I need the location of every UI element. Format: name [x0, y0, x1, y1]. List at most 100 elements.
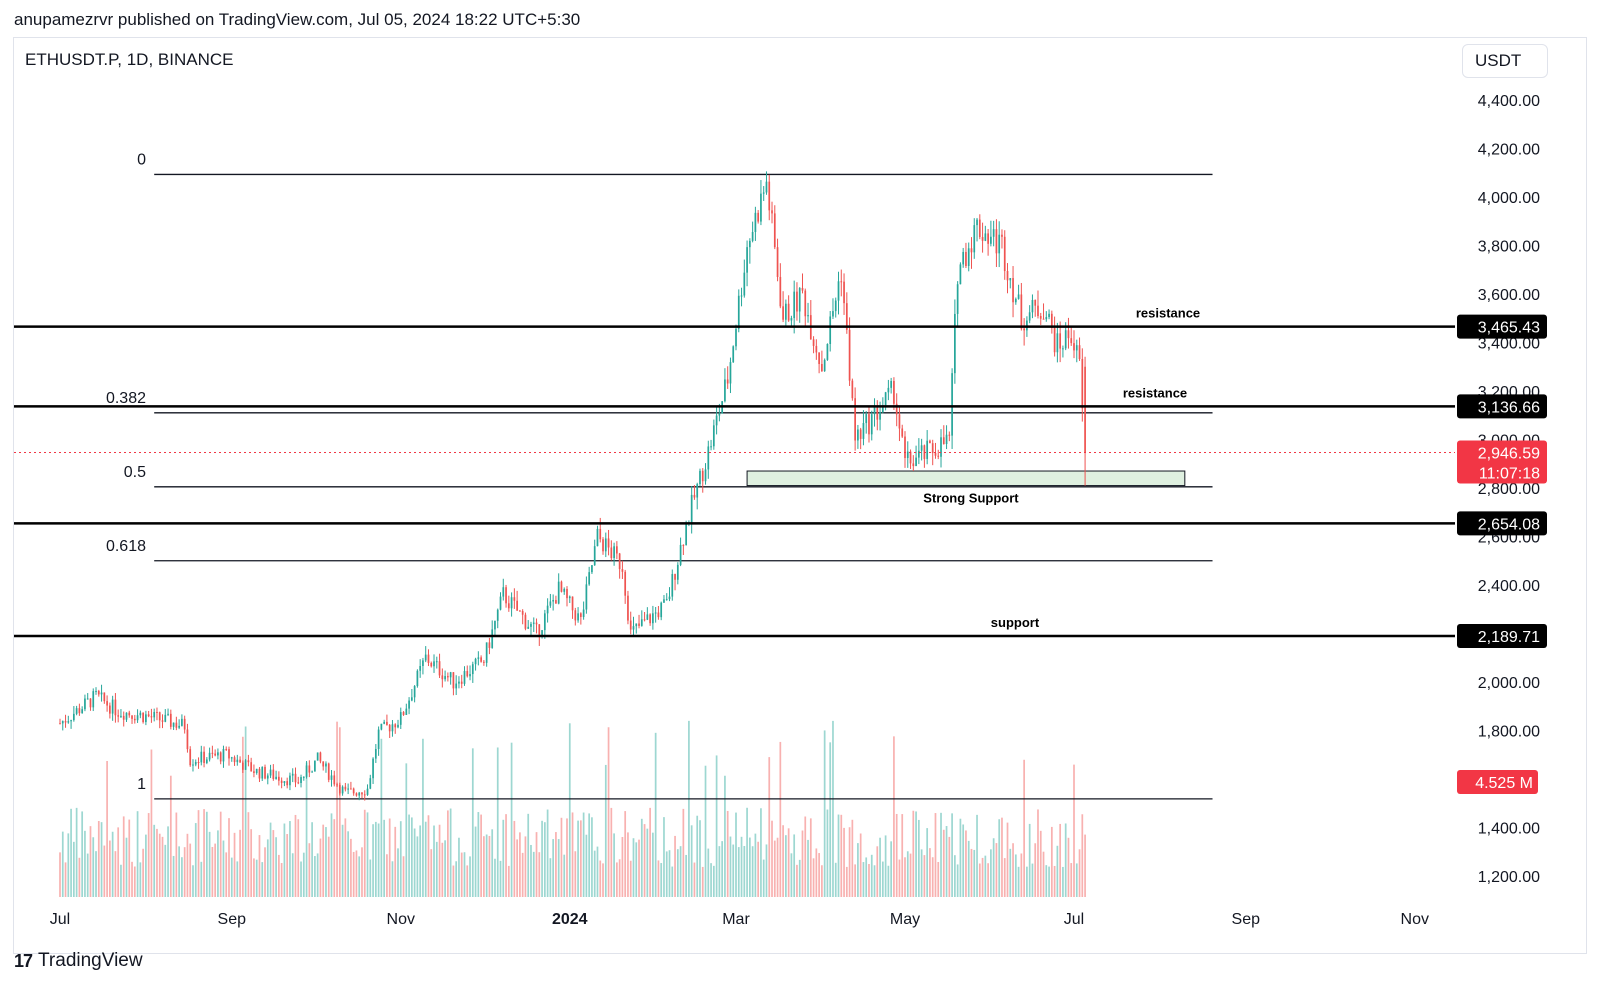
- candle-body: [1048, 313, 1050, 318]
- volume-bar: [314, 856, 316, 897]
- volume-bar: [616, 862, 618, 897]
- volume-bar: [807, 839, 809, 897]
- volume-bar: [372, 824, 374, 897]
- currency-button[interactable]: USDT: [1462, 44, 1548, 78]
- volume-bar: [618, 859, 621, 897]
- candle-body: [1053, 327, 1056, 353]
- volume-badge: [1457, 770, 1538, 794]
- candle-body: [624, 571, 627, 596]
- candle-body: [890, 380, 893, 388]
- y-tick-label: 2,000.00: [1478, 675, 1540, 692]
- volume-bar: [821, 865, 823, 897]
- candle-body: [909, 451, 912, 464]
- candle-body: [189, 749, 192, 766]
- volume-bar: [524, 836, 527, 897]
- volume-bar: [845, 866, 848, 897]
- candle-body: [172, 722, 175, 727]
- volume-bar: [976, 814, 978, 897]
- y-tick-label: 4,000.00: [1478, 190, 1540, 207]
- volume-bar: [258, 835, 261, 897]
- candle-body: [358, 792, 361, 796]
- volume-bar: [496, 747, 499, 897]
- volume-bar: [70, 808, 72, 897]
- volume-bar: [458, 837, 460, 897]
- candle-body: [494, 620, 496, 630]
- volume-bar: [1006, 822, 1009, 897]
- symbol-title[interactable]: ETHUSDT.P, 1D, BINANCE: [25, 50, 234, 69]
- line-annotation: support: [991, 615, 1040, 630]
- candle-body: [128, 712, 131, 716]
- candle-body: [790, 318, 793, 321]
- volume-bar: [998, 819, 1001, 897]
- volume-bar: [646, 828, 649, 897]
- volume-bar: [358, 856, 361, 897]
- candle-body: [449, 672, 452, 678]
- price-badge: [1457, 394, 1547, 419]
- candle-body: [272, 769, 275, 780]
- volume-bar: [338, 727, 341, 897]
- candle-body: [1067, 330, 1070, 339]
- volume-bar: [604, 764, 607, 897]
- volume-bar: [1012, 843, 1014, 897]
- candle-body: [965, 251, 967, 266]
- fib-level-label: 0.5: [124, 464, 146, 481]
- volume-bar: [1023, 759, 1025, 897]
- volume-bar: [1017, 866, 1020, 897]
- candle-body: [158, 712, 161, 721]
- candle-body: [280, 780, 283, 783]
- candle-body: [1014, 298, 1017, 303]
- volume-bar: [219, 811, 222, 897]
- volume-bar: [139, 862, 142, 897]
- volume-bar: [410, 817, 413, 897]
- candle-body: [707, 446, 710, 470]
- volume-bar: [427, 815, 430, 897]
- volume-bar: [244, 726, 247, 897]
- volume-bar: [1009, 848, 1012, 897]
- candle-body: [848, 329, 851, 381]
- candle-body: [807, 315, 809, 317]
- volume-bar: [599, 860, 602, 897]
- volume-bar: [316, 853, 319, 897]
- candle-body: [228, 749, 230, 759]
- candle-body: [327, 763, 330, 780]
- volume-bar: [374, 821, 377, 897]
- volume-bar: [172, 855, 175, 897]
- volume-bar: [86, 853, 89, 897]
- candle-body: [330, 775, 333, 780]
- volume-bar: [937, 862, 940, 897]
- candle-body: [405, 708, 408, 715]
- volume-bar: [726, 810, 729, 897]
- price-badge: [1457, 623, 1547, 648]
- candle-body: [347, 788, 349, 790]
- candle-body: [1078, 345, 1081, 360]
- candle-body: [305, 765, 308, 777]
- volume-bar: [826, 809, 829, 897]
- volume-bar: [621, 837, 624, 897]
- volume-bar: [463, 852, 466, 897]
- candle-body: [75, 708, 78, 714]
- line-annotation: resistance: [1136, 306, 1200, 321]
- volume-bar: [103, 845, 106, 897]
- volume-bar: [929, 848, 931, 897]
- candle-body: [424, 654, 427, 661]
- volume-bar: [688, 720, 690, 897]
- candle-body: [192, 764, 194, 766]
- candle-body: [521, 611, 524, 615]
- volume-bar: [906, 851, 909, 897]
- tradingview-footer[interactable]: 17 TradingView: [14, 950, 143, 972]
- volume-bar: [635, 842, 638, 897]
- candle-body: [1084, 366, 1086, 453]
- volume-bar: [336, 721, 338, 897]
- candle-body: [233, 757, 236, 763]
- candle-body: [710, 446, 712, 448]
- candle-body: [236, 759, 239, 763]
- volume-bar: [516, 839, 518, 897]
- candle-body: [635, 623, 638, 627]
- candle-body: [103, 692, 106, 702]
- volume-bar: [84, 830, 86, 897]
- x-tick-label: Sep: [1232, 911, 1261, 928]
- volume-bar: [236, 861, 239, 897]
- candle-body: [200, 751, 203, 763]
- candle-body: [483, 661, 485, 663]
